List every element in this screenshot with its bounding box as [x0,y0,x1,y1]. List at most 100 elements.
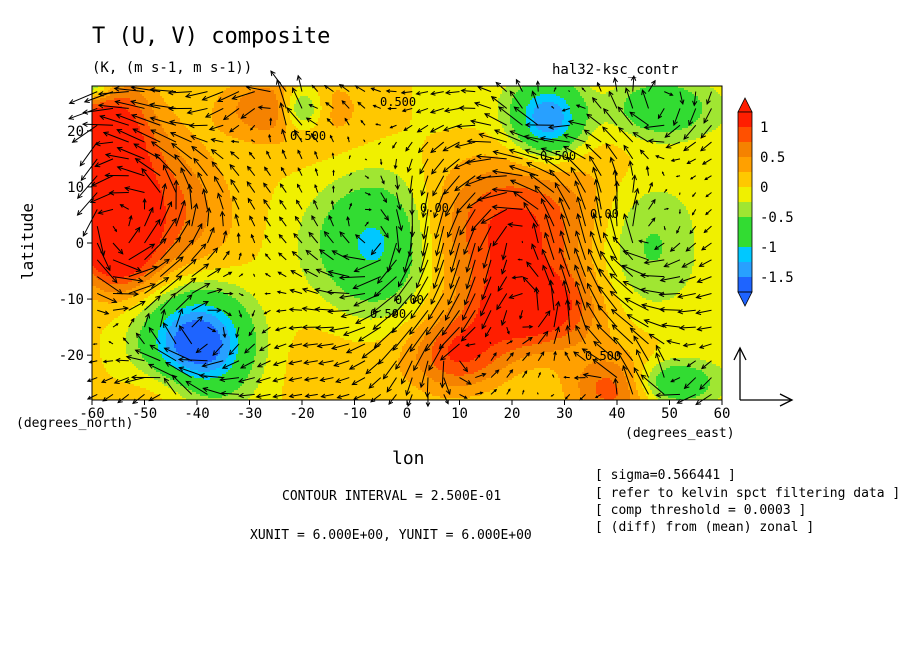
field-cell [140,144,142,146]
field-cell [130,316,132,318]
field-cell [120,258,122,260]
field-cell [130,184,132,186]
field-cell [102,176,104,178]
field-cell [124,134,126,136]
field-cell [126,92,128,94]
field-cell [116,232,118,234]
field-cell [116,236,118,238]
field-cell [140,308,142,310]
field-cell [142,94,144,96]
field-cell [114,240,116,242]
field-cell [102,218,104,220]
field-cell [104,218,106,220]
field-cell [112,256,114,258]
field-cell [110,128,112,130]
field-cell [130,348,132,350]
field-cell [126,126,128,128]
field-cell [102,298,104,300]
field-cell [130,330,132,332]
field-cell [126,262,128,264]
field-cell [122,196,124,198]
field-cell [104,202,106,204]
field-cell [132,214,134,216]
field-cell [122,342,124,344]
field-cell [124,374,126,376]
field-cell [100,138,102,140]
field-cell [124,144,126,146]
field-cell [118,366,120,368]
field-cell [120,144,122,146]
field-cell [110,352,112,354]
field-cell [108,168,110,170]
field-cell [124,370,126,372]
field-cell [120,324,122,326]
field-cell [132,370,134,372]
field-cell [124,232,126,234]
field-cell [114,138,116,140]
field-cell [142,194,144,196]
field-cell [120,376,122,378]
field-cell [116,350,118,352]
field-cell [110,180,112,182]
field-cell [138,364,140,366]
field-cell [130,182,132,184]
field-cell [132,206,134,208]
field-cell [140,310,142,312]
field-cell [134,156,136,158]
field-cell [100,100,102,102]
field-cell [122,120,124,122]
field-cell [134,112,136,114]
field-cell [94,122,96,124]
field-cell [108,334,110,336]
field-cell [100,334,102,336]
field-cell [98,224,100,226]
field-cell [96,120,98,122]
field-cell [142,246,144,248]
field-cell [112,390,114,392]
field-cell [110,242,112,244]
field-cell [132,110,134,112]
field-cell [132,392,134,394]
field-cell [118,350,120,352]
field-cell [136,302,138,304]
field-cell [114,340,116,342]
field-cell [128,246,130,248]
field-cell [106,112,108,114]
field-cell [132,384,134,386]
field-cell [122,286,124,288]
field-cell [132,382,134,384]
field-cell [126,224,128,226]
field-cell [132,134,134,136]
field-cell [110,330,112,332]
field-cell [128,172,130,174]
field-cell [128,228,130,230]
field-cell [136,296,138,298]
field-cell [112,238,114,240]
field-cell [136,382,138,384]
field-cell [102,144,104,146]
field-cell [126,370,128,372]
field-cell [126,218,128,220]
field-cell [106,250,108,252]
field-cell [96,178,98,180]
field-cell [110,356,112,358]
field-cell [112,110,114,112]
field-cell [112,272,114,274]
field-cell [104,350,106,352]
field-cell [128,196,130,198]
field-cell [102,350,104,352]
field-cell [130,312,132,314]
field-cell [136,390,138,392]
field-cell [100,206,102,208]
field-cell [134,214,136,216]
field-cell [110,280,112,282]
field-cell [138,382,140,384]
field-cell [94,374,96,376]
field-cell [128,346,130,348]
field-cell [112,182,114,184]
field-cell [96,138,98,140]
field-cell [126,288,128,290]
field-cell [120,350,122,352]
field-cell [122,382,124,384]
field-cell [94,250,96,252]
